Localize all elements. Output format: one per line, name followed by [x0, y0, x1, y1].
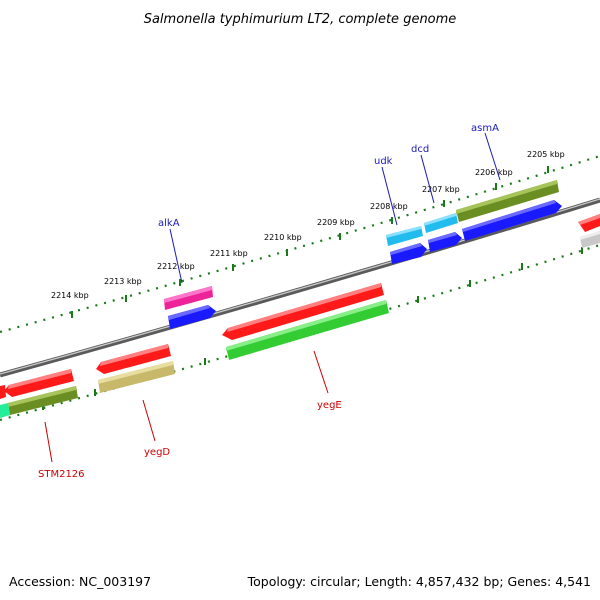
- kbp-label: 2212 kbp: [157, 262, 195, 271]
- kbp-label: 2207 kbp: [422, 185, 460, 194]
- gene-udk[interactable]: [386, 226, 423, 246]
- accession-text: Accession: NC_003197: [9, 574, 152, 589]
- gene-label-STM2126: STM2126: [38, 469, 85, 480]
- gene-asmA[interactable]: [456, 180, 559, 222]
- gene-feature-red-yegD[interactable]: [96, 344, 171, 374]
- gene-feature-blue-4[interactable]: [462, 200, 562, 241]
- gene-feature-red-long[interactable]: [222, 283, 384, 340]
- kbp-label: 2211 kbp: [210, 249, 248, 258]
- gene-feature-grey-edge[interactable]: [580, 231, 600, 248]
- gene-STM2126[interactable]: [8, 386, 78, 415]
- map-title: Salmonella typhimurium LT2, complete gen…: [144, 12, 457, 27]
- kbp-label: 2205 kbp: [527, 150, 565, 159]
- gene-label-yegD: yegD: [144, 447, 170, 458]
- kbp-label: 2210 kbp: [264, 233, 302, 242]
- kbp-labels: 2214 kbp 2213 kbp 2212 kbp 2211 kbp 2210…: [51, 150, 565, 300]
- gene-label-yegE: yegE: [317, 400, 342, 411]
- gene-alkA[interactable]: [164, 286, 213, 310]
- gene-dcd[interactable]: [424, 213, 458, 233]
- gene-label-dcd: dcd: [411, 144, 429, 155]
- gene-feature-blue[interactable]: [168, 305, 216, 329]
- kbp-label: 2206 kbp: [475, 168, 513, 177]
- gene-feature-blue-2[interactable]: [390, 243, 427, 264]
- kbp-label: 2208 kbp: [370, 202, 408, 211]
- kbp-label: 2214 kbp: [51, 291, 89, 300]
- gene-label-asmA: asmA: [471, 123, 499, 134]
- topology-text: Topology: circular; Length: 4,857,432 bp…: [247, 574, 591, 589]
- gene-feature-red-edge[interactable]: [578, 214, 600, 232]
- kbp-ticks: [71, 166, 549, 318]
- gene-labels: alkA udk dcd asmA STM2126 yegD yegE: [38, 123, 499, 480]
- kbp-label: 2209 kbp: [317, 218, 355, 227]
- gene-label-alkA: alkA: [158, 218, 180, 229]
- gene-yegE[interactable]: [226, 300, 389, 360]
- kbp-label: 2213 kbp: [104, 277, 142, 286]
- gene-feature-blue-3[interactable]: [428, 232, 462, 252]
- gene-feature-teal-left-edge[interactable]: [0, 403, 10, 418]
- upper-scale-track: [0, 154, 600, 334]
- label-leaders: [44, 132, 501, 463]
- gene-label-udk: udk: [374, 156, 393, 167]
- gene-feature-red-left-edge[interactable]: [0, 385, 6, 399]
- gene-feature-red-STM2126[interactable]: [4, 369, 74, 397]
- gene-yegD[interactable]: [98, 361, 175, 393]
